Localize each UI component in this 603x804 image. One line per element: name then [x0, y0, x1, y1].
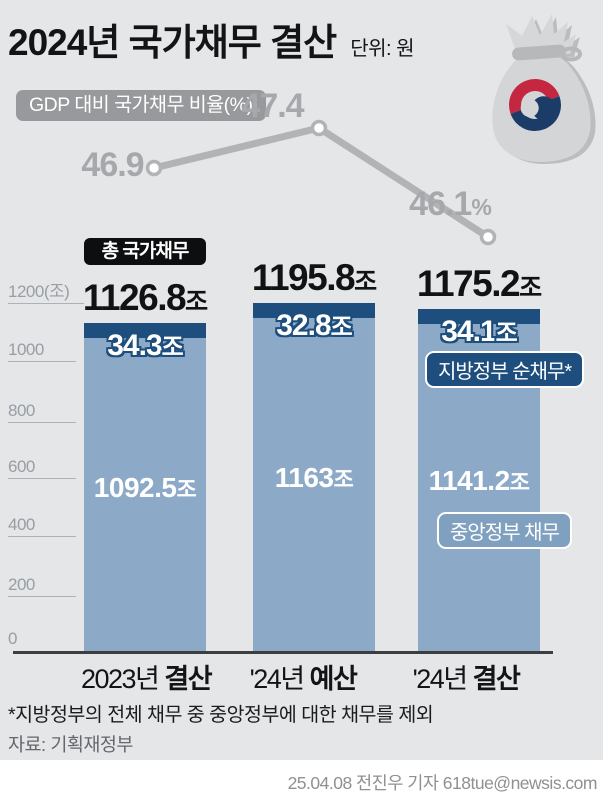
credit-strip: 25.04.08 전진우 기자 618tue@newsis.com: [0, 760, 603, 804]
title-year: 2024년: [8, 22, 120, 63]
gdp-value-24-settlement: 46.1%: [409, 185, 492, 223]
y-tick-1200: 1200(조): [8, 282, 84, 304]
local-debt-band: [84, 323, 206, 338]
press-credit: 25.04.08 전진우 기자 618tue@newsis.com: [287, 773, 598, 793]
local-debt-band: [253, 303, 375, 318]
gdp-value-2023: 46.9: [81, 146, 144, 184]
local-debt-band: [418, 309, 540, 324]
bag-tie: [512, 44, 566, 61]
bag-tie-loop: [560, 46, 582, 62]
total-debt-value-2023: 1126.8조: [82, 277, 208, 318]
bar-24-budget: 32.8조 1163조: [253, 303, 375, 653]
y-tick-400: 400: [8, 515, 76, 537]
bag-pleats: [506, 14, 576, 54]
taegeuk-emblem: [509, 79, 561, 131]
local-debt-value: 34.1조: [441, 315, 517, 348]
title-main: 국가채무: [128, 22, 262, 63]
x-axis-baseline: [13, 651, 553, 654]
local-debt-value: 34.3조: [107, 329, 183, 362]
central-debt-value: 1163조: [274, 462, 354, 493]
footnote: *지방정부의 전체 채무 중 중앙정부에 대한 채무를 제외: [8, 704, 434, 726]
gdp-point-24-settlement: [479, 228, 497, 246]
y-tick-600: 600: [8, 457, 76, 479]
y-tick-1000: 1000: [8, 340, 76, 362]
unit-label: 단위: 원: [350, 38, 415, 60]
percent-sign: %: [471, 194, 491, 220]
money-bag-icon: [492, 14, 596, 164]
central-debt-value: 1141.2조: [428, 465, 530, 496]
total-debt-pill: 총 국가채무: [84, 238, 206, 265]
y-tick-0: 0: [8, 629, 17, 648]
x-label-2023-settlement: 2023년 결산: [80, 664, 213, 694]
local-debt-legend-pill: 지방정부 순채무*: [425, 351, 585, 388]
y-tick-200: 200: [8, 575, 76, 597]
gdp-ratio-label: GDP 대비 국가채무 비율(%): [16, 90, 266, 121]
total-debt-value-24-budget: 1195.8조: [251, 257, 377, 298]
gdp-value-24-budget: 47.4: [241, 87, 304, 125]
central-debt-value: 1092.5조: [93, 472, 197, 503]
source-label: 자료: 기획재정부: [8, 734, 133, 755]
x-label-24-settlement: '24년 결산: [412, 664, 521, 694]
bar-2023-settlement: 34.3조 1092.5조: [84, 323, 206, 653]
local-debt-value: 32.8조: [276, 309, 352, 342]
central-debt-legend-pill: 중앙정부 채무: [437, 512, 572, 549]
title-suffix: 결산: [270, 22, 337, 63]
x-label-24-budget: '24년 예산: [249, 664, 358, 694]
y-tick-800: 800: [8, 401, 76, 423]
total-debt-value-24-settlement: 1175.2조: [416, 263, 542, 304]
page-title: 2024년 국가채무 결산 단위: 원: [8, 12, 415, 66]
